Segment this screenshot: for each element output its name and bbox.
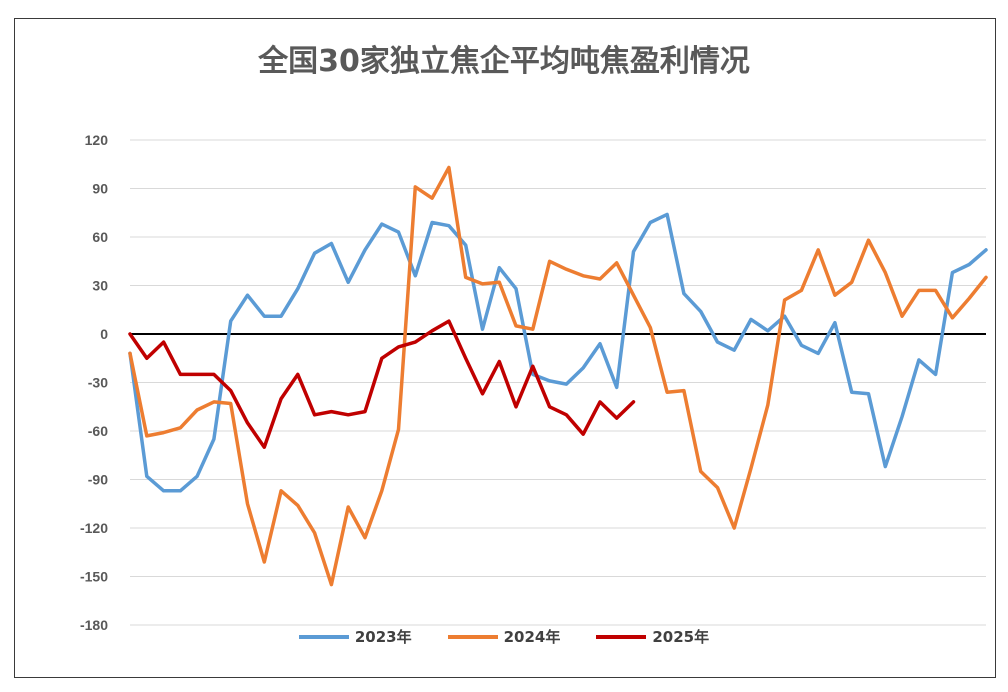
legend-swatch (596, 634, 647, 639)
legend-item: 2025年 (596, 626, 709, 647)
legend-label: 2024年 (503, 628, 561, 646)
legend-label: 2025年 (652, 628, 710, 646)
y-tick-label: -30 (88, 375, 108, 391)
y-tick-label: 120 (85, 132, 109, 148)
legend-swatch (298, 634, 349, 639)
legend-item: 2024年 (447, 626, 561, 647)
y-tick-label: -90 (88, 472, 108, 488)
series-line-3 (128, 319, 636, 449)
y-tick-label: 0 (100, 326, 108, 342)
y-tick-label: -180 (80, 617, 108, 633)
y-tick-label: 60 (92, 229, 108, 245)
chart-frame (14, 18, 996, 678)
y-tick-label: 30 (92, 278, 108, 294)
y-tick-label: 90 (92, 181, 108, 197)
y-tick-label: -150 (80, 569, 108, 585)
legend-swatch (447, 634, 498, 639)
series-line-1 (128, 212, 988, 493)
legend-item: 2023年 (298, 626, 412, 647)
y-tick-label: -60 (88, 423, 108, 439)
legend-label: 2023年 (354, 628, 412, 646)
y-tick-label: -120 (80, 520, 108, 536)
chart-title: 全国30家独立焦企平均吨焦盈利情况 (258, 44, 750, 79)
series-line-2 (128, 165, 988, 587)
legend: 2023年 2024年 2025年 (0, 626, 1008, 647)
